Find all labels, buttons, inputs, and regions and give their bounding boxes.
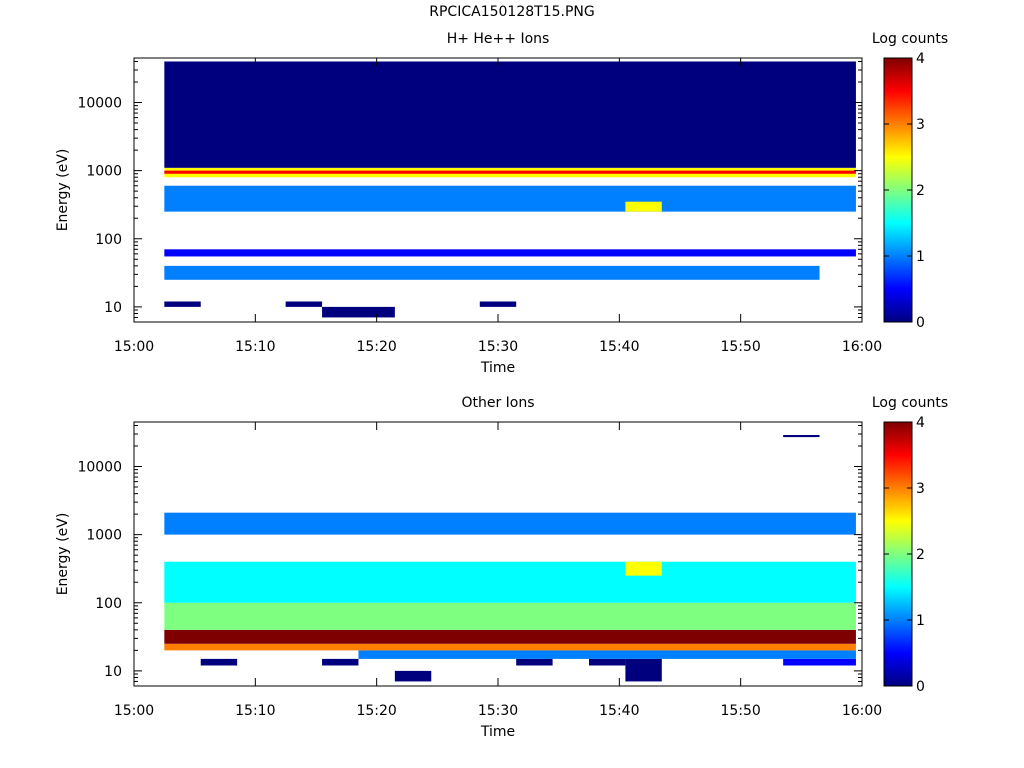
heatmap-cell [625, 658, 662, 682]
heatmap-cell [164, 561, 856, 603]
heatmap-cell [164, 185, 856, 212]
x-tick-label: 15:10 [235, 703, 275, 719]
colorbar-label: Log counts [872, 31, 948, 47]
colorbar-tick-label: 4 [916, 51, 925, 67]
y-tick-label: 1000 [86, 528, 122, 544]
heatmap-cell [625, 201, 662, 212]
x-tick-label: 15:20 [356, 339, 396, 355]
panel-title: H+ He++ Ions [447, 31, 550, 47]
x-tick-label: 15:50 [720, 703, 760, 719]
heatmap-cell [625, 561, 662, 576]
heatmap-cell [322, 306, 395, 318]
heatmap-cell [589, 658, 626, 666]
x-tick-label: 15:40 [599, 339, 639, 355]
x-tick-label: 15:00 [114, 703, 154, 719]
y-tick-label: 100 [95, 232, 122, 248]
y-tick-label: 10000 [77, 96, 122, 112]
x-tick-label: 16:00 [842, 339, 882, 355]
heatmap-cell [783, 658, 856, 666]
x-tick-label: 15:40 [599, 703, 639, 719]
y-tick-label: 10 [104, 664, 122, 680]
colorbar-tick-label: 4 [916, 415, 925, 431]
x-tick-label: 15:10 [235, 339, 275, 355]
heatmap-cell [358, 650, 856, 659]
colorbar-tick-label: 3 [916, 481, 925, 497]
heatmap-cell [285, 301, 323, 307]
colorbar-tick-label: 1 [916, 249, 925, 265]
colorbar-tick-label: 2 [916, 183, 925, 199]
colorbar-tick-label: 0 [916, 315, 925, 331]
y-axis-label: Energy (eV) [55, 149, 71, 232]
y-tick-label: 1000 [86, 164, 122, 180]
heatmap-cell [164, 265, 820, 280]
x-tick-label: 15:50 [720, 339, 760, 355]
x-tick-label: 15:20 [356, 703, 396, 719]
page-title: RPCICA150128T15.PNG [429, 4, 595, 20]
heatmap-cell [164, 629, 856, 644]
heatmap-cell [164, 170, 856, 174]
x-tick-label: 15:30 [478, 339, 518, 355]
y-tick-label: 10 [104, 300, 122, 316]
heatmap-cell [164, 249, 856, 257]
colorbar-tick-label: 2 [916, 547, 925, 563]
x-tick-label: 15:00 [114, 339, 154, 355]
heatmap-cell [164, 643, 856, 651]
heatmap-cell [164, 512, 856, 535]
heatmap-cell [783, 434, 820, 438]
y-axis-label: Energy (eV) [55, 513, 71, 596]
colorbar-tick-label: 3 [916, 117, 925, 133]
heatmap-cell [200, 658, 238, 666]
heatmap-cell [164, 602, 856, 630]
y-tick-label: 10000 [77, 460, 122, 476]
y-tick-label: 100 [95, 596, 122, 612]
heatmap-cell [164, 301, 201, 307]
panel-title: Other Ions [461, 395, 534, 411]
heatmap-cell [516, 658, 553, 666]
x-tick-label: 16:00 [842, 703, 882, 719]
x-axis-label: Time [480, 360, 515, 376]
x-axis-label: Time [480, 724, 515, 740]
heatmap-cell [394, 670, 432, 682]
colorbar-tick-label: 0 [916, 679, 925, 695]
x-tick-label: 15:30 [478, 703, 518, 719]
colorbar-tick-label: 1 [916, 613, 925, 629]
colorbar-label: Log counts [872, 395, 948, 411]
heatmap-cell [164, 61, 856, 168]
heatmap-cell [479, 301, 517, 307]
heatmap-cell [322, 658, 359, 666]
